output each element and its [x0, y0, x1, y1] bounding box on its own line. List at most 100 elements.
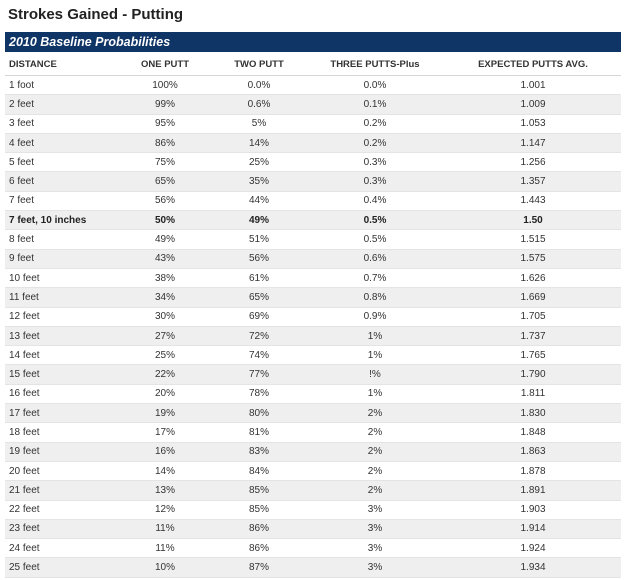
cell-two-putt: 5%: [213, 114, 305, 134]
table-row: 6 feet 65% 35% 0.3% 1.357: [5, 171, 621, 192]
cell-distance: 5 feet: [5, 152, 117, 173]
cell-one-putt: 56%: [117, 191, 213, 212]
section-banner: 2010 Baseline Probabilities: [5, 32, 621, 52]
table-row: 25 feet 10% 87% 3% 1.934: [5, 557, 621, 578]
cell-expected-putts: 1.934: [445, 557, 621, 578]
cell-expected-putts: 1.891: [445, 480, 621, 501]
cell-three-putts: 1%: [305, 345, 445, 366]
cell-two-putt: 85%: [213, 480, 305, 501]
table-row: 23 feet 11% 86% 3% 1.914: [5, 519, 621, 540]
table-row: 1 foot 100% 0.0% 0.0% 1.001: [5, 75, 621, 96]
cell-distance: 19 feet: [5, 442, 117, 462]
cell-distance: 24 feet: [5, 538, 117, 559]
cell-expected-putts: 1.830: [445, 403, 621, 424]
cell-one-putt: 16%: [117, 442, 213, 462]
cell-expected-putts: 1.878: [445, 461, 621, 482]
cell-distance: 22 feet: [5, 500, 117, 520]
cell-expected-putts: 1.765: [445, 345, 621, 366]
cell-distance: 8 feet: [5, 229, 117, 250]
cell-three-putts: 0.0%: [305, 75, 445, 96]
table-row: 5 feet 75% 25% 0.3% 1.256: [5, 152, 621, 173]
cell-three-putts: 0.4%: [305, 191, 445, 212]
cell-two-putt: 69%: [213, 307, 305, 327]
cell-distance: 1 foot: [5, 75, 117, 96]
cell-one-putt: 22%: [117, 364, 213, 385]
table-row: 8 feet 49% 51% 0.5% 1.515: [5, 229, 621, 250]
cell-distance: 3 feet: [5, 114, 117, 134]
cell-three-putts: 0.2%: [305, 133, 445, 154]
cell-distance: 7 feet, 10 inches: [5, 210, 117, 231]
cell-two-putt: 51%: [213, 229, 305, 250]
table-row: 7 feet 56% 44% 0.4% 1.443: [5, 191, 621, 212]
cell-one-putt: 30%: [117, 307, 213, 327]
table-row: 22 feet 12% 85% 3% 1.903: [5, 500, 621, 520]
cell-two-putt: 77%: [213, 364, 305, 385]
cell-three-putts: 2%: [305, 442, 445, 462]
cell-expected-putts: 1.811: [445, 384, 621, 405]
cell-three-putts: 0.1%: [305, 94, 445, 115]
cell-distance: 4 feet: [5, 133, 117, 154]
cell-one-putt: 99%: [117, 94, 213, 115]
cell-expected-putts: 1.256: [445, 152, 621, 173]
cell-expected-putts: 1.914: [445, 519, 621, 540]
cell-three-putts: 0.7%: [305, 268, 445, 289]
cell-one-putt: 10%: [117, 557, 213, 578]
cell-expected-putts: 1.50: [445, 210, 621, 231]
cell-three-putts: 3%: [305, 519, 445, 540]
cell-two-putt: 25%: [213, 152, 305, 173]
table-row: 9 feet 43% 56% 0.6% 1.575: [5, 249, 621, 269]
table-body: 1 foot 100% 0.0% 0.0% 1.001 2 feet 99% 0.6% 0.1%…: [5, 75, 621, 578]
cell-distance: 7 feet: [5, 191, 117, 212]
cell-two-putt: 80%: [213, 403, 305, 424]
header-expected-putts: EXPECTED PUTTS AVG.: [445, 54, 621, 76]
table-row: 17 feet 19% 80% 2% 1.830: [5, 403, 621, 424]
cell-two-putt: 14%: [213, 133, 305, 154]
cell-one-putt: 11%: [117, 538, 213, 559]
cell-three-putts: 0.5%: [305, 229, 445, 250]
cell-distance: 2 feet: [5, 94, 117, 115]
cell-three-putts: 0.5%: [305, 210, 445, 231]
cell-expected-putts: 1.357: [445, 171, 621, 192]
header-three-putts: THREE PUTTS-Plus: [305, 54, 445, 76]
cell-distance: 16 feet: [5, 384, 117, 405]
cell-one-putt: 13%: [117, 480, 213, 501]
cell-two-putt: 56%: [213, 249, 305, 269]
cell-two-putt: 83%: [213, 442, 305, 462]
table-row: 15 feet 22% 77%!% 1.790: [5, 364, 621, 385]
cell-expected-putts: 1.848: [445, 422, 621, 443]
cell-two-putt: 84%: [213, 461, 305, 482]
cell-two-putt: 72%: [213, 326, 305, 347]
cell-expected-putts: 1.515: [445, 229, 621, 250]
cell-three-putts: 0.6%: [305, 249, 445, 269]
cell-distance: 23 feet: [5, 519, 117, 540]
cell-distance: 13 feet: [5, 326, 117, 347]
cell-three-putts: 2%: [305, 480, 445, 501]
cell-expected-putts: 1.626: [445, 268, 621, 289]
table-row: 4 feet 86% 14% 0.2% 1.147: [5, 133, 621, 154]
cell-one-putt: 27%: [117, 326, 213, 347]
cell-expected-putts: 1.053: [445, 114, 621, 134]
table-row: 18 feet 17% 81% 2% 1.848: [5, 422, 621, 443]
cell-one-putt: 75%: [117, 152, 213, 173]
cell-three-putts: 0.3%: [305, 171, 445, 192]
cell-expected-putts: 1.147: [445, 133, 621, 154]
cell-distance: 14 feet: [5, 345, 117, 366]
table-row: 12 feet 30% 69% 0.9% 1.705: [5, 307, 621, 327]
cell-two-putt: 86%: [213, 519, 305, 540]
cell-expected-putts: 1.669: [445, 287, 621, 308]
cell-one-putt: 86%: [117, 133, 213, 154]
cell-distance: 18 feet: [5, 422, 117, 443]
cell-expected-putts: 1.863: [445, 442, 621, 462]
cell-distance: 17 feet: [5, 403, 117, 424]
cell-expected-putts: 1.903: [445, 500, 621, 520]
cell-distance: 20 feet: [5, 461, 117, 482]
cell-three-putts: 0.3%: [305, 152, 445, 173]
cell-three-putts: 2%: [305, 422, 445, 443]
cell-three-putts: 0.8%: [305, 287, 445, 308]
cell-two-putt: 0.6%: [213, 94, 305, 115]
cell-one-putt: 25%: [117, 345, 213, 366]
cell-distance: 11 feet: [5, 287, 117, 308]
cell-one-putt: 49%: [117, 229, 213, 250]
table-row: 3 feet 95% 5% 0.2% 1.053: [5, 114, 621, 134]
cell-expected-putts: 1.790: [445, 364, 621, 385]
